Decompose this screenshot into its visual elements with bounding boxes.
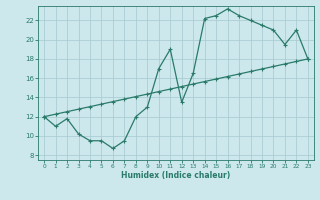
X-axis label: Humidex (Indice chaleur): Humidex (Indice chaleur) <box>121 171 231 180</box>
